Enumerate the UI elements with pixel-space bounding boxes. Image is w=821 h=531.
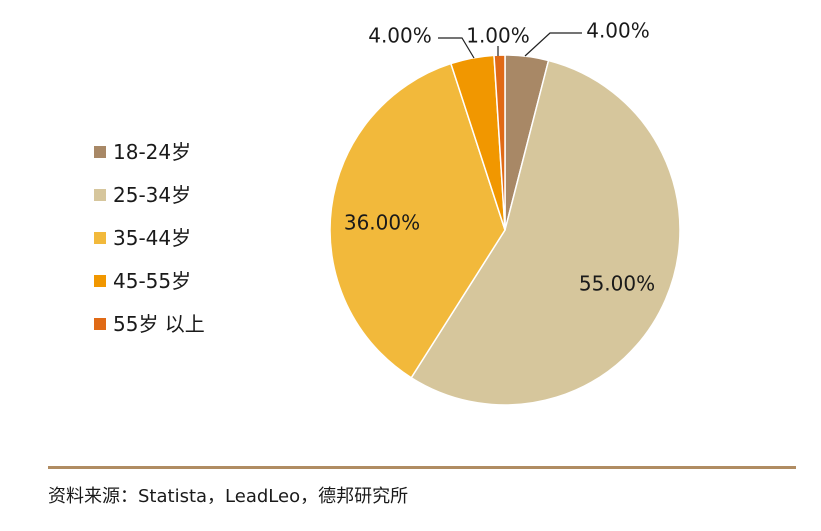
legend-swatch-25-34 [94,188,106,201]
data-label-4: 1.00% [466,24,530,48]
data-label-3: 4.00% [368,24,432,48]
legend-item: 45-55岁 [94,259,205,302]
pie-slice-2 [329,62,506,379]
leader-line-3 [438,37,475,59]
legend-item: 55岁 以上 [94,302,205,345]
legend-label: 55岁 以上 [113,311,205,336]
pie-slice-1 [410,59,681,406]
data-label-1: 55.00% [579,272,655,296]
legend-label: 18-24岁 [113,139,192,164]
pie-slice-4 [493,54,506,231]
legend-label: 25-34岁 [113,182,192,207]
legend-swatch-35-44 [94,231,106,244]
legend-label: 35-44岁 [113,225,192,250]
data-label-2: 36.00% [344,211,420,235]
source-note: 资料来源：Statista，LeadLeo，德邦研究所 [48,486,409,507]
legend-swatch-55-plus [94,317,106,330]
legend-swatch-18-24 [94,145,106,158]
legend-item: 35-44岁 [94,216,205,259]
legend-label: 45-55岁 [113,268,192,293]
legend-item: 25-34岁 [94,173,205,216]
footer-divider [48,466,796,469]
legend-item: 18-24岁 [94,130,205,173]
legend: 18-24岁 25-34岁 35-44岁 45-55岁 55岁 以上 [94,130,205,345]
legend-swatch-45-55 [94,274,106,287]
leader-line-0 [524,32,582,57]
data-label-0: 4.00% [586,19,650,43]
